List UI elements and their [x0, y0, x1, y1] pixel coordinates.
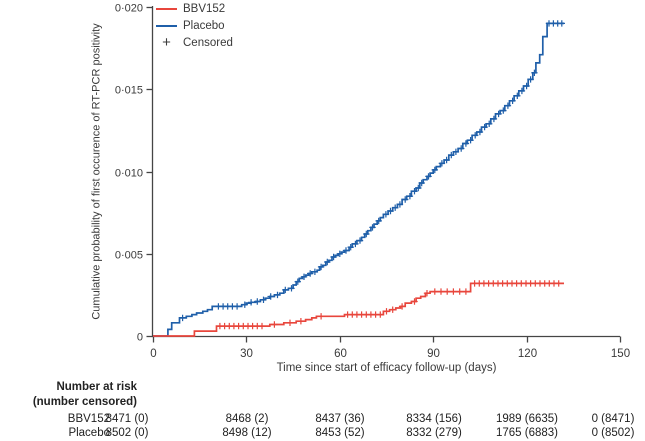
legend-label-censored: Censored: [183, 36, 233, 49]
risk-cell: 8498 (12): [222, 427, 272, 439]
legend-item-placebo: Placebo: [156, 17, 233, 34]
bbv152-series: [153, 280, 564, 337]
risk-cell: 8502 (0): [105, 427, 149, 439]
legend-item-bbv152: BBV152: [156, 0, 233, 17]
placebo-censor-marks: [179, 20, 565, 322]
risk-cell: 0 (8502): [591, 427, 635, 439]
y-axis-label: Cumulative probability of first occurenc…: [90, 23, 103, 320]
y-tick-label: 0·020: [115, 3, 143, 15]
risk-cell: 8468 (2): [225, 413, 269, 425]
km-plot-canvas: 0 0·005 0·010 0·015 0·020 0 30 60 90 120 150: [115, 3, 630, 361]
legend-label-placebo: Placebo: [183, 19, 225, 32]
placebo-series: [153, 20, 565, 337]
risk-cell: 0 (8471): [591, 413, 635, 425]
y-tick-label: 0·005: [115, 250, 143, 262]
x-tick-label: 0: [150, 348, 156, 360]
y-tick-label: 0·015: [115, 85, 143, 97]
legend-item-censored: + Censored: [156, 34, 233, 51]
censored-plus-icon: +: [162, 33, 171, 51]
risk-cell: 1989 (6635): [495, 413, 559, 425]
placebo-line-swatch: [156, 24, 177, 27]
x-axis-label: Time since start of efficacy follow-up (…: [276, 362, 497, 374]
risk-cell: 8332 (279): [406, 427, 462, 439]
axes: [151, 6, 620, 338]
x-tick-label: 150: [611, 348, 630, 360]
risk-row-label-bbv152: BBV152: [67, 413, 110, 425]
risk-row-label-placebo: Placebo: [68, 427, 110, 439]
bbv152-censor-marks: [216, 280, 562, 330]
legend: BBV152 Placebo + Censored: [156, 0, 233, 51]
bbv152-line-swatch: [156, 7, 177, 10]
risk-table-header-line2: (number censored): [32, 396, 137, 408]
y-tick-label: 0·010: [115, 168, 143, 180]
x-tick-label: 60: [334, 348, 347, 360]
risk-cell: 1765 (6883): [495, 427, 559, 439]
risk-table-header-line1: Number at risk: [56, 381, 137, 393]
risk-cell: 8334 (156): [406, 413, 462, 425]
legend-label-bbv152: BBV152: [183, 2, 226, 15]
x-tick-label: 90: [427, 348, 440, 360]
risk-cell: 8471 (0): [105, 413, 149, 425]
x-tick-label: 120: [518, 348, 537, 360]
risk-cell: 8453 (52): [315, 427, 365, 439]
x-tick-label: 30: [240, 348, 253, 360]
y-tick-label: 0: [137, 332, 143, 344]
bbv152-curve: [153, 282, 564, 337]
risk-cell: 8437 (36): [315, 413, 365, 425]
placebo-curve: [153, 22, 564, 337]
